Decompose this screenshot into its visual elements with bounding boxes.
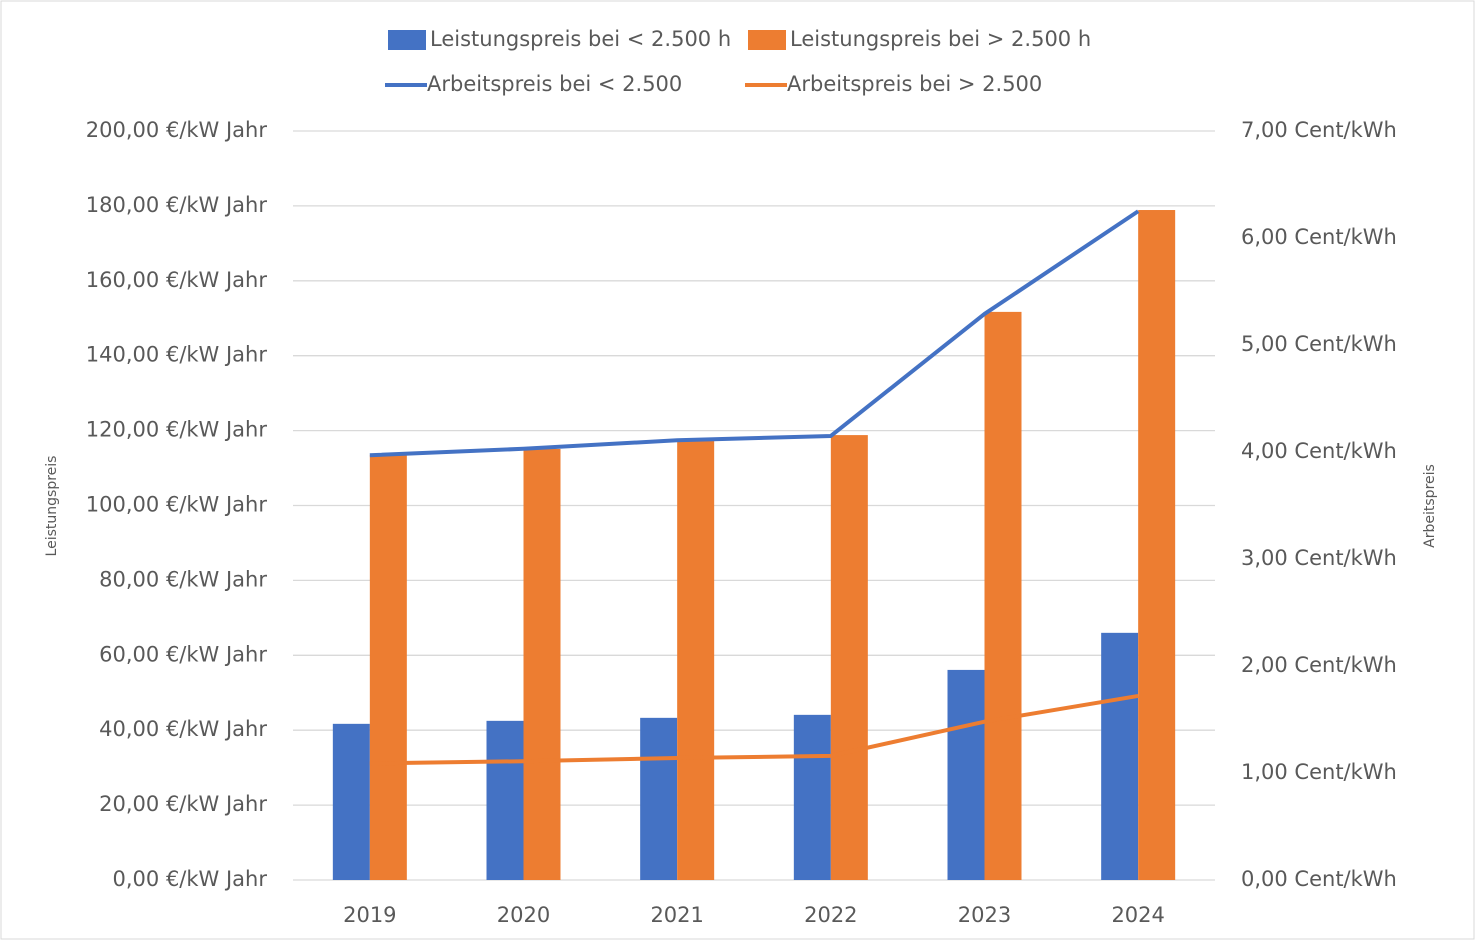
y2-tick-label: 5,00 Cent/kWh (1241, 332, 1397, 356)
legend-label: Leistungspreis bei < 2.500 h (430, 27, 731, 51)
y-tick-label: 180,00 €/kW Jahr (86, 193, 268, 217)
x-tick-label: 2020 (497, 903, 550, 927)
bar (486, 720, 524, 880)
bar (793, 714, 831, 880)
x-tick-label: 2022 (804, 903, 857, 927)
y-tick-label: 120,00 €/kW Jahr (86, 418, 268, 442)
bar (984, 311, 1022, 880)
bar (523, 448, 561, 880)
y2-tick-label: 4,00 Cent/kWh (1241, 439, 1397, 463)
x-tick-label: 2019 (343, 903, 396, 927)
bar (332, 723, 370, 880)
bar (947, 669, 985, 880)
line-series (369, 693, 1139, 766)
legend-swatch (748, 30, 786, 50)
y2-tick-label: 7,00 Cent/kWh (1241, 118, 1397, 142)
legend-swatch (388, 30, 426, 50)
y2-tick-label: 0,00 Cent/kWh (1241, 867, 1397, 891)
legend-label: Arbeitspreis bei > 2.500 (787, 72, 1042, 96)
y-tick-label: 140,00 €/kW Jahr (86, 343, 268, 367)
y2-tick-label: 1,00 Cent/kWh (1241, 760, 1397, 784)
y-tick-label: 20,00 €/kW Jahr (99, 792, 267, 816)
bar (677, 439, 715, 880)
y-tick-label: 60,00 €/kW Jahr (99, 642, 267, 666)
bar (369, 454, 407, 880)
line-series (369, 209, 1140, 458)
bar (1101, 632, 1139, 880)
y2-axis-title: Arbeitspreis (1422, 464, 1438, 548)
legend-label: Arbeitspreis bei < 2.500 (427, 72, 682, 96)
y-tick-label: 0,00 €/kW Jahr (113, 867, 268, 891)
bar (1138, 210, 1176, 880)
x-tick-label: 2023 (958, 903, 1011, 927)
bar (640, 717, 678, 880)
y2-tick-label: 6,00 Cent/kWh (1241, 225, 1397, 249)
y-axis-title: Leistungspreis (44, 456, 60, 557)
x-tick-label: 2021 (650, 903, 703, 927)
y-tick-label: 160,00 €/kW Jahr (86, 268, 268, 292)
y-tick-label: 40,00 €/kW Jahr (99, 717, 267, 741)
y-tick-label: 200,00 €/kW Jahr (86, 118, 268, 142)
y-tick-label: 80,00 €/kW Jahr (99, 567, 267, 591)
y2-tick-label: 3,00 Cent/kWh (1241, 546, 1397, 570)
legend-label: Leistungspreis bei > 2.500 h (790, 27, 1091, 51)
x-tick-label: 2024 (1111, 903, 1164, 927)
bar (830, 435, 868, 880)
y-tick-label: 100,00 €/kW Jahr (86, 493, 268, 517)
y2-tick-label: 2,00 Cent/kWh (1241, 653, 1397, 677)
